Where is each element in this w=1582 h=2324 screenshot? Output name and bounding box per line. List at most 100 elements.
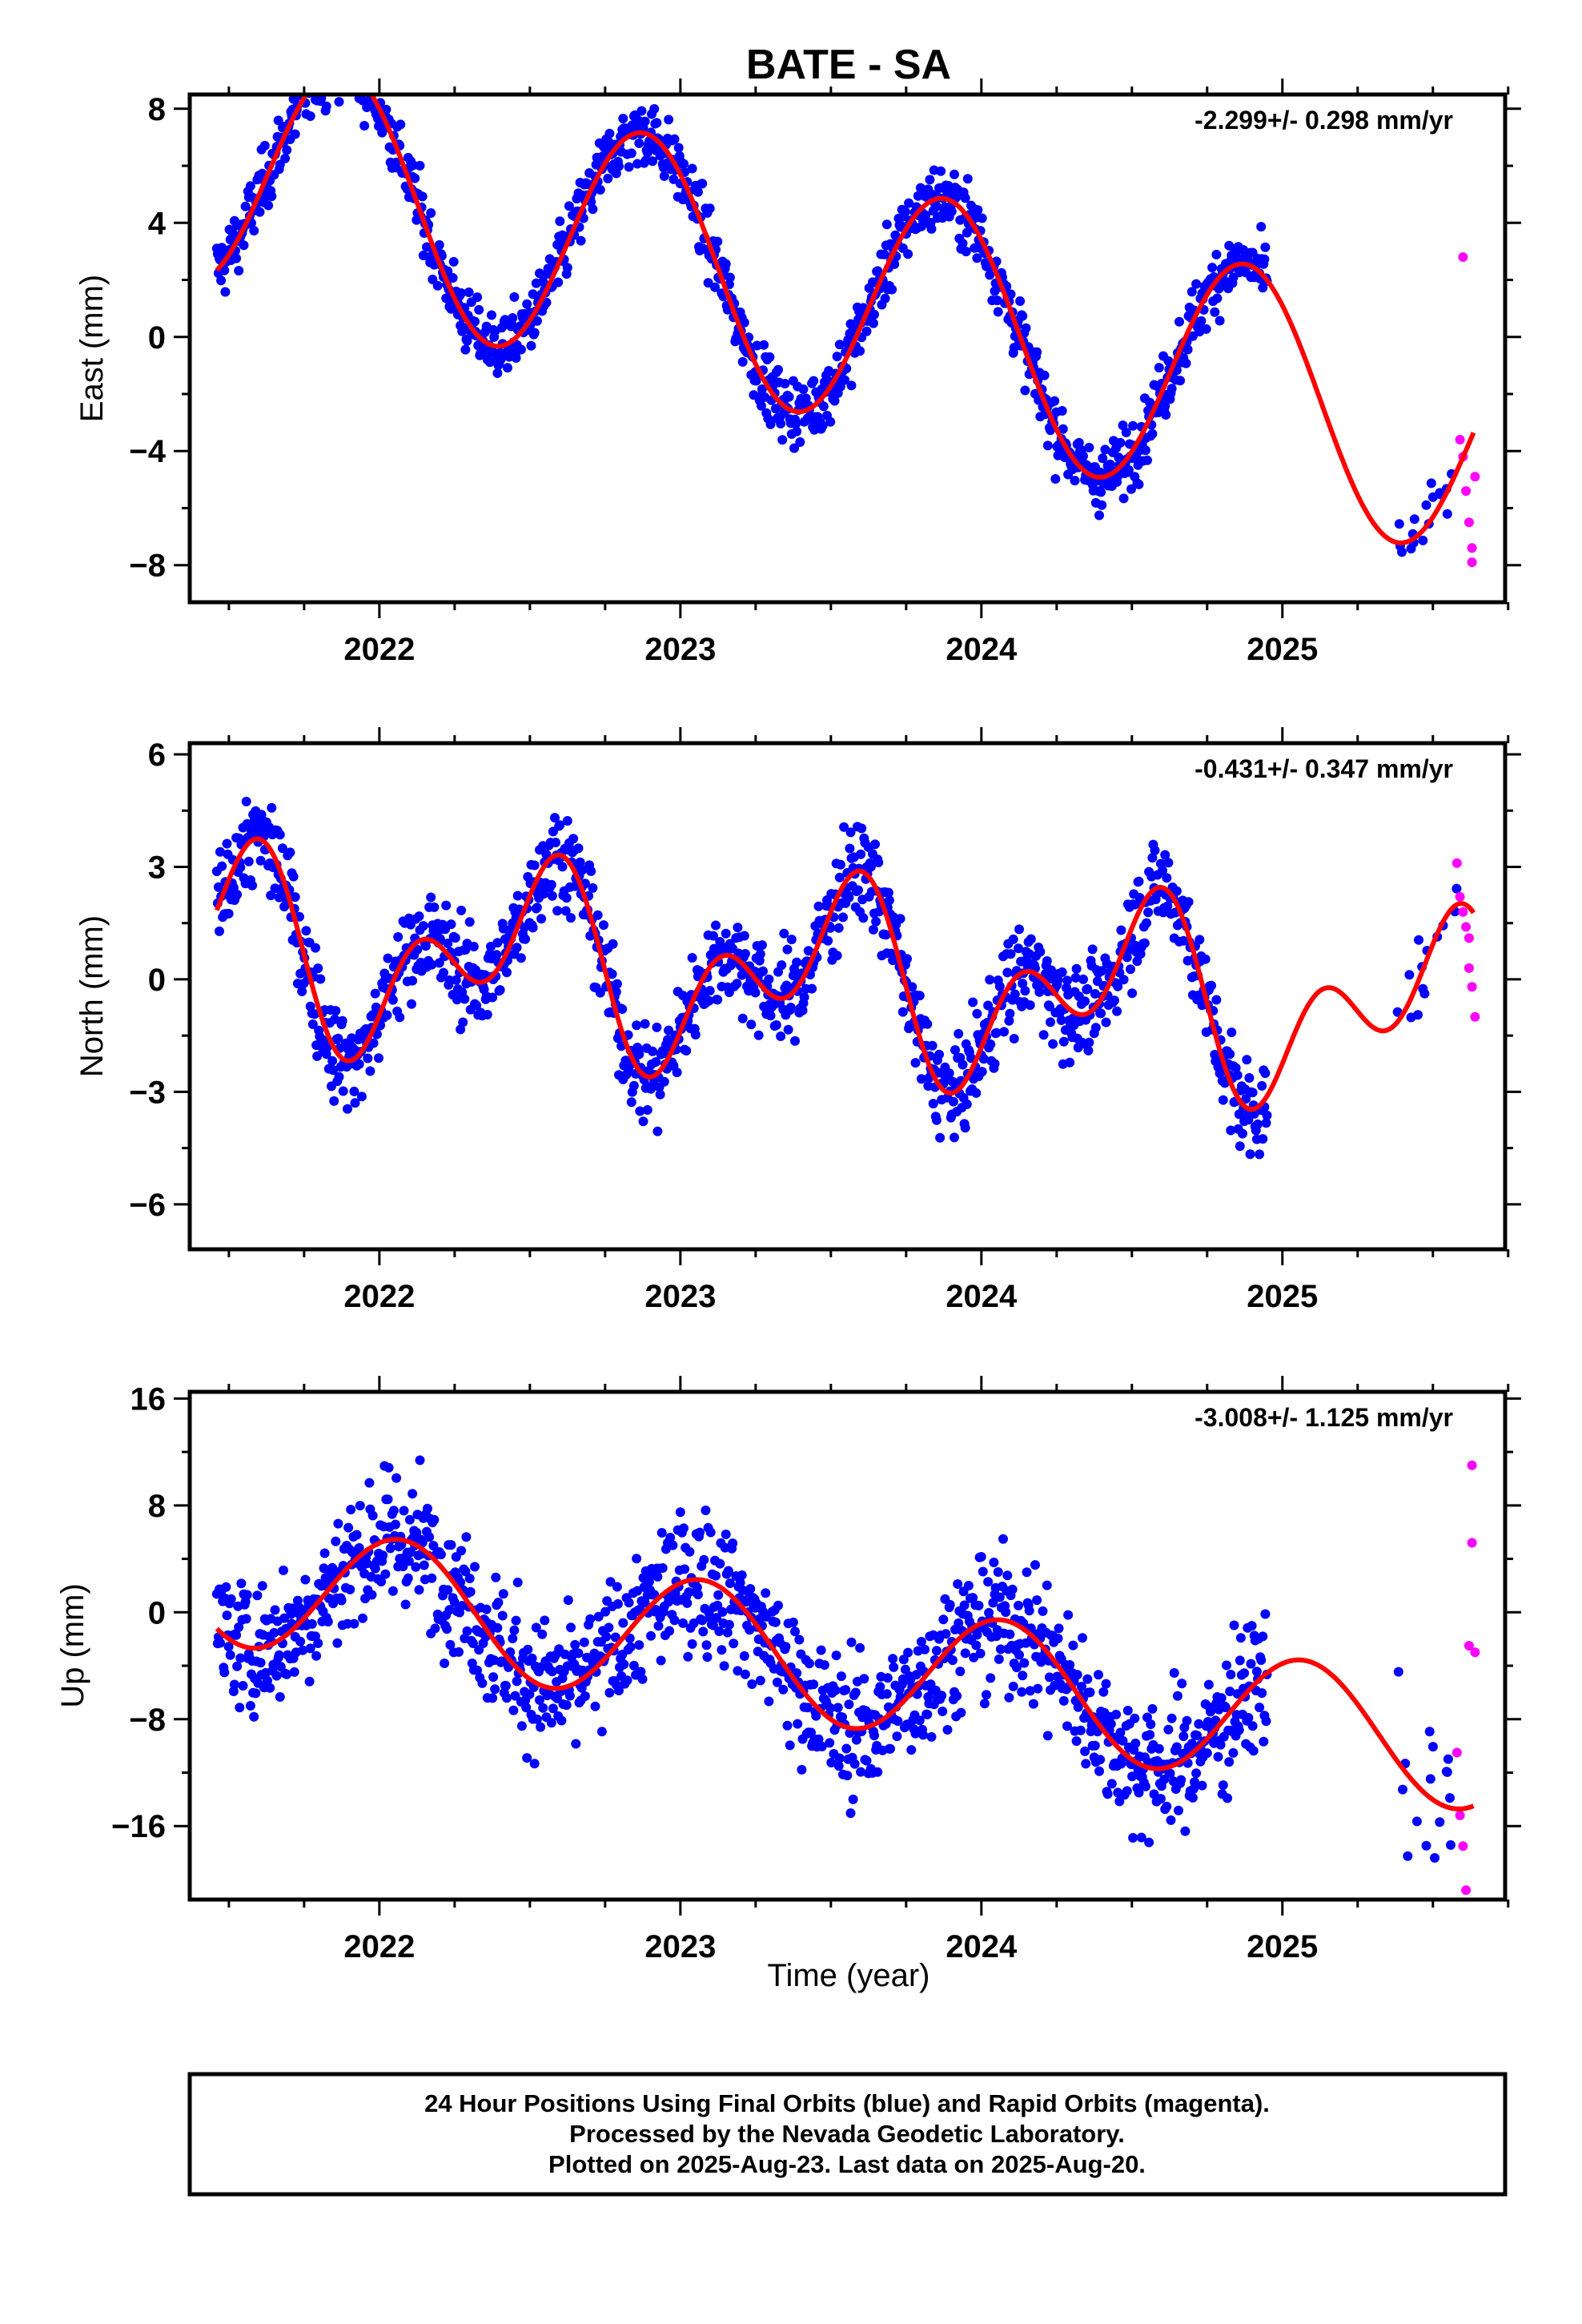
final-orbit-point [242, 1590, 252, 1600]
final-orbit-point [1174, 316, 1184, 327]
final-orbit-point [343, 64, 352, 74]
final-orbit-point [610, 1632, 620, 1642]
final-orbit-point [339, 18, 348, 27]
final-orbit-point [944, 1068, 954, 1079]
final-orbit-point [238, 1681, 248, 1691]
final-orbit-point [328, 70, 338, 80]
rapid-orbit-point [1461, 922, 1472, 932]
final-orbit-point [243, 856, 254, 866]
final-orbit-point [797, 1764, 807, 1775]
final-orbit-point [1062, 1721, 1072, 1731]
final-orbit-point [1172, 1691, 1182, 1701]
final-orbit-point [1078, 451, 1088, 461]
final-orbit-point [563, 1595, 573, 1606]
final-orbit-point [391, 157, 402, 167]
final-orbit-point [247, 880, 258, 891]
final-orbit-point [1206, 1707, 1215, 1717]
final-orbit-point [1195, 935, 1205, 945]
final-orbit-point [842, 1771, 853, 1781]
final-orbit-point [536, 914, 547, 924]
final-orbit-point [764, 974, 774, 984]
y-axis-label: East (mm) [74, 275, 110, 422]
final-orbit-point [370, 62, 379, 72]
final-orbit-point [360, 73, 370, 82]
final-orbit-point [1228, 1747, 1239, 1758]
final-orbit-point [1143, 907, 1154, 918]
final-orbit-point [880, 293, 890, 304]
final-orbit-point [1054, 1623, 1064, 1634]
final-orbit-point [415, 160, 425, 171]
final-orbit-point [1122, 1706, 1133, 1715]
final-orbit-point [895, 914, 905, 924]
final-orbit-point [699, 1554, 709, 1565]
final-orbit-point [241, 1614, 251, 1624]
final-orbit-point [823, 935, 833, 946]
final-orbit-point [937, 1691, 947, 1701]
final-orbit-point [723, 1566, 733, 1576]
final-orbit-point [1112, 1006, 1122, 1016]
rapid-orbit-point [1452, 858, 1462, 868]
final-orbit-point [934, 1049, 944, 1059]
final-orbit-point [845, 1808, 856, 1819]
final-orbit-point [1435, 1817, 1445, 1827]
final-orbit-point [962, 174, 973, 184]
final-orbit-point [511, 1615, 521, 1626]
final-orbit-point [1017, 1687, 1027, 1697]
final-orbit-point [1218, 1095, 1228, 1105]
final-orbit-point [811, 1711, 821, 1721]
final-orbit-point [875, 1682, 885, 1692]
final-orbit-point [500, 1681, 511, 1691]
final-orbit-point [833, 1703, 843, 1713]
final-orbit-point [865, 862, 876, 872]
final-orbit-point [331, 1006, 341, 1016]
final-orbit-point [529, 1759, 540, 1769]
final-orbit-point [551, 838, 560, 847]
final-orbit-point [618, 1618, 628, 1628]
final-orbit-point [221, 1582, 231, 1592]
final-orbit-point [271, 1671, 282, 1681]
final-orbit-point [916, 1637, 926, 1647]
final-orbit-point [1226, 1125, 1236, 1136]
final-orbit-point [695, 1527, 705, 1538]
final-orbit-point [423, 1503, 432, 1514]
final-orbit-point [598, 151, 608, 161]
final-orbit-point [721, 928, 731, 939]
final-orbit-point [550, 813, 560, 823]
final-orbit-point [1256, 1655, 1267, 1665]
final-orbit-point [1235, 1633, 1246, 1643]
final-orbit-point [1090, 989, 1100, 999]
final-orbit-point [761, 1588, 771, 1598]
final-orbit-point [975, 1648, 986, 1659]
final-orbit-point [653, 1621, 664, 1631]
final-orbit-point [832, 352, 842, 362]
final-orbit-point [235, 1703, 245, 1713]
final-orbit-point [675, 1507, 685, 1518]
final-orbit-point [1425, 1774, 1435, 1784]
final-orbit-point [1445, 1793, 1455, 1803]
final-orbit-point [573, 843, 584, 854]
final-orbit-point [449, 1597, 460, 1607]
final-orbit-point [985, 270, 995, 280]
final-orbit-point [588, 204, 598, 215]
final-orbit-point [337, 1015, 347, 1026]
final-orbit-point [403, 1573, 413, 1583]
final-orbit-point [217, 861, 227, 871]
final-orbit-point [1076, 1682, 1086, 1691]
final-orbit-point [441, 900, 452, 911]
final-orbit-point [428, 1541, 439, 1551]
final-orbit-point [900, 207, 910, 217]
final-orbit-point [790, 1626, 800, 1637]
y-tick-label: 16 [130, 1381, 167, 1417]
final-orbit-point [845, 827, 856, 838]
final-orbit-point [656, 1528, 667, 1538]
final-orbit-point [355, 60, 365, 70]
final-orbit-point [1063, 1610, 1074, 1620]
final-orbit-point [845, 843, 855, 854]
final-orbit-point [399, 1506, 409, 1516]
final-orbit-point [1160, 401, 1170, 412]
final-orbit-point [1162, 873, 1172, 883]
final-orbit-point [1046, 1017, 1055, 1027]
final-orbit-point [994, 1654, 1004, 1664]
final-orbit-point [683, 1651, 693, 1662]
final-orbit-point [652, 1126, 663, 1136]
